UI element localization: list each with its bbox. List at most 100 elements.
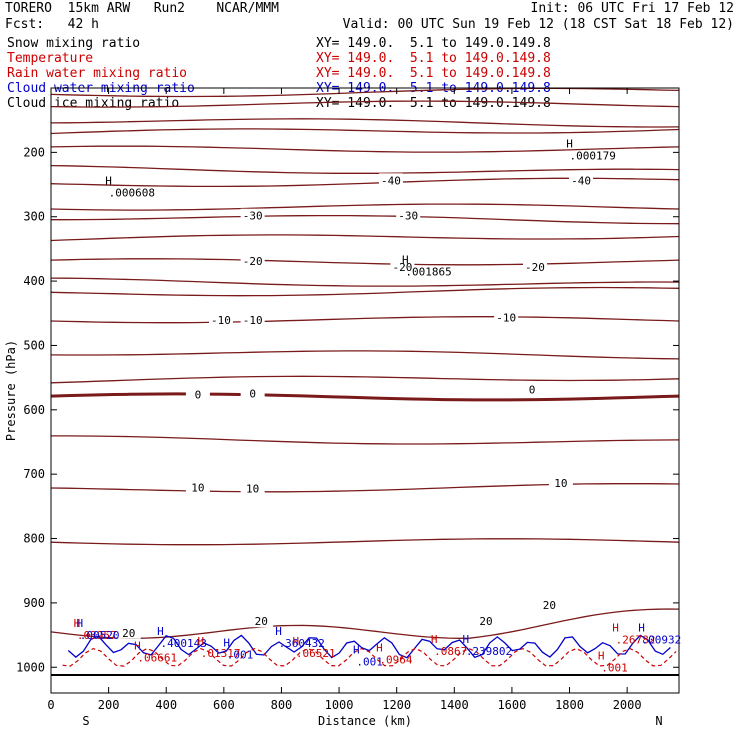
temperature-label-bg (520, 382, 545, 396)
isotherm-line (51, 435, 680, 445)
temperature-label: 10 (246, 483, 259, 496)
temperature-label: -20 (243, 255, 263, 268)
temperature-label-bg (396, 208, 421, 222)
h-marker-value: .000608 (109, 186, 155, 199)
temperature-label: -10 (496, 311, 516, 324)
h-marker-value: .06661 (137, 652, 177, 665)
isotherm-line (50, 128, 680, 135)
h-marker: H (134, 640, 141, 653)
h-marker: H (105, 174, 112, 187)
x-tick-label: 1200 (382, 698, 411, 712)
temperature-label-bg (537, 598, 562, 612)
y-tick-label: 200 (23, 145, 45, 159)
h-marker: H (275, 625, 282, 638)
rain-water-contour (62, 647, 677, 667)
temperature-label: -20 (525, 261, 545, 274)
x-end-label-left: S (82, 714, 89, 728)
h-marker-value: .001 (601, 661, 628, 674)
x-end-label-right: N (655, 714, 662, 728)
y-tick-label: 800 (23, 532, 45, 546)
temperature-label-bg (548, 475, 573, 489)
temperature-label: 20 (479, 615, 492, 628)
x-axis-label: Distance (km) (318, 714, 412, 728)
x-tick-label: 2000 (613, 698, 642, 712)
x-tick-label: 1000 (325, 698, 354, 712)
h-marker-value: .00932 (642, 634, 682, 647)
x-tick-label: 200 (98, 698, 120, 712)
isotherm-line (50, 277, 680, 287)
h-marker-value: .06521 (296, 647, 336, 660)
temperature-label-bg (378, 173, 403, 187)
temperature-label: 10 (554, 477, 567, 490)
h-marker: H (223, 636, 230, 649)
temperature-label: 10 (191, 481, 204, 494)
temperature-label: 20 (255, 615, 268, 628)
temperature-label-bg (569, 173, 594, 187)
isotherm-line (50, 118, 680, 128)
isotherm-line (50, 100, 680, 108)
isotherm-line (50, 87, 680, 98)
x-tick-label: 400 (155, 698, 177, 712)
y-tick-label: 1000 (16, 660, 45, 674)
h-marker: H (376, 642, 383, 655)
h-marker-value: .00520 (80, 629, 120, 642)
model-title: TORERO 15km ARW Run2 NCAR/MMM (5, 1, 279, 16)
isotherm-line (50, 286, 680, 297)
h-marker: H (638, 622, 645, 635)
temperature-label: 20 (543, 599, 556, 612)
h-marker: H (612, 622, 619, 635)
valid-time: Valid: 00 UTC Sun 19 Feb 12 (18 CST Sat … (342, 17, 734, 32)
isotherm-20-line (50, 608, 680, 639)
y-tick-label: 400 (23, 274, 45, 288)
temperature-label-bg (240, 253, 265, 267)
y-tick-label: 600 (23, 403, 45, 417)
temperature-label-bg (185, 480, 210, 494)
legend-xy: XY= 149.0. 5.1 to 149.0.149.8 (316, 96, 551, 111)
temperature-label: 20 (122, 627, 135, 640)
isotherm-line (50, 350, 680, 360)
temperature-label-bg (390, 260, 415, 274)
temperature-label-bg (494, 310, 519, 324)
legend-item: Temperature (7, 51, 94, 66)
temperature-label-bg (240, 481, 265, 495)
legend-xy: XY= 149.0. 5.1 to 149.0.149.8 (316, 36, 551, 51)
temperature-label-bg (249, 614, 274, 628)
temperature-label-bg (522, 260, 547, 274)
isotherm-line (50, 316, 680, 324)
isotherm-line (50, 483, 680, 493)
temperature-label: -30 (243, 210, 263, 223)
isotherm-line (50, 538, 680, 546)
plot-frame (50, 87, 680, 694)
h-marker-value: .0867 (434, 645, 467, 658)
x-tick-label: 600 (213, 698, 235, 712)
h-marker-value: .0964 (379, 654, 412, 667)
h-marker: H (431, 633, 438, 646)
temperature-label: -40 (381, 174, 401, 187)
temperature-label: 0 (195, 389, 202, 402)
temperature-label-bg (473, 614, 498, 628)
temperature-label: -10 (243, 314, 263, 327)
temperature-label: 0 (249, 387, 256, 400)
h-marker-value: .400143 (160, 637, 206, 650)
h-marker-value: .001 (227, 648, 254, 661)
h-marker-value: .01317 (201, 647, 241, 660)
h-marker: H (566, 138, 573, 151)
temperature-label-bg (208, 312, 233, 326)
temperature-label: 0 (529, 384, 536, 397)
temperature-label-bg (240, 208, 265, 222)
y-tick-label: 500 (23, 338, 45, 352)
temperature-label-bg (240, 312, 265, 326)
h-marker: H (463, 633, 470, 646)
temperature-label: -10 (211, 314, 231, 327)
h-marker-value: .360432 (279, 637, 325, 650)
h-marker-value: .26782 (616, 634, 656, 647)
h-marker-value: .239802 (466, 645, 512, 658)
isotherm-line (50, 145, 680, 153)
x-tick-label: 0 (47, 698, 54, 712)
h-marker: H (197, 635, 204, 648)
temperature-label-bg (185, 387, 210, 401)
h-marker: H (76, 617, 83, 630)
h-marker-value: .001865 (405, 265, 451, 278)
h-marker-value: .001 (356, 655, 383, 668)
